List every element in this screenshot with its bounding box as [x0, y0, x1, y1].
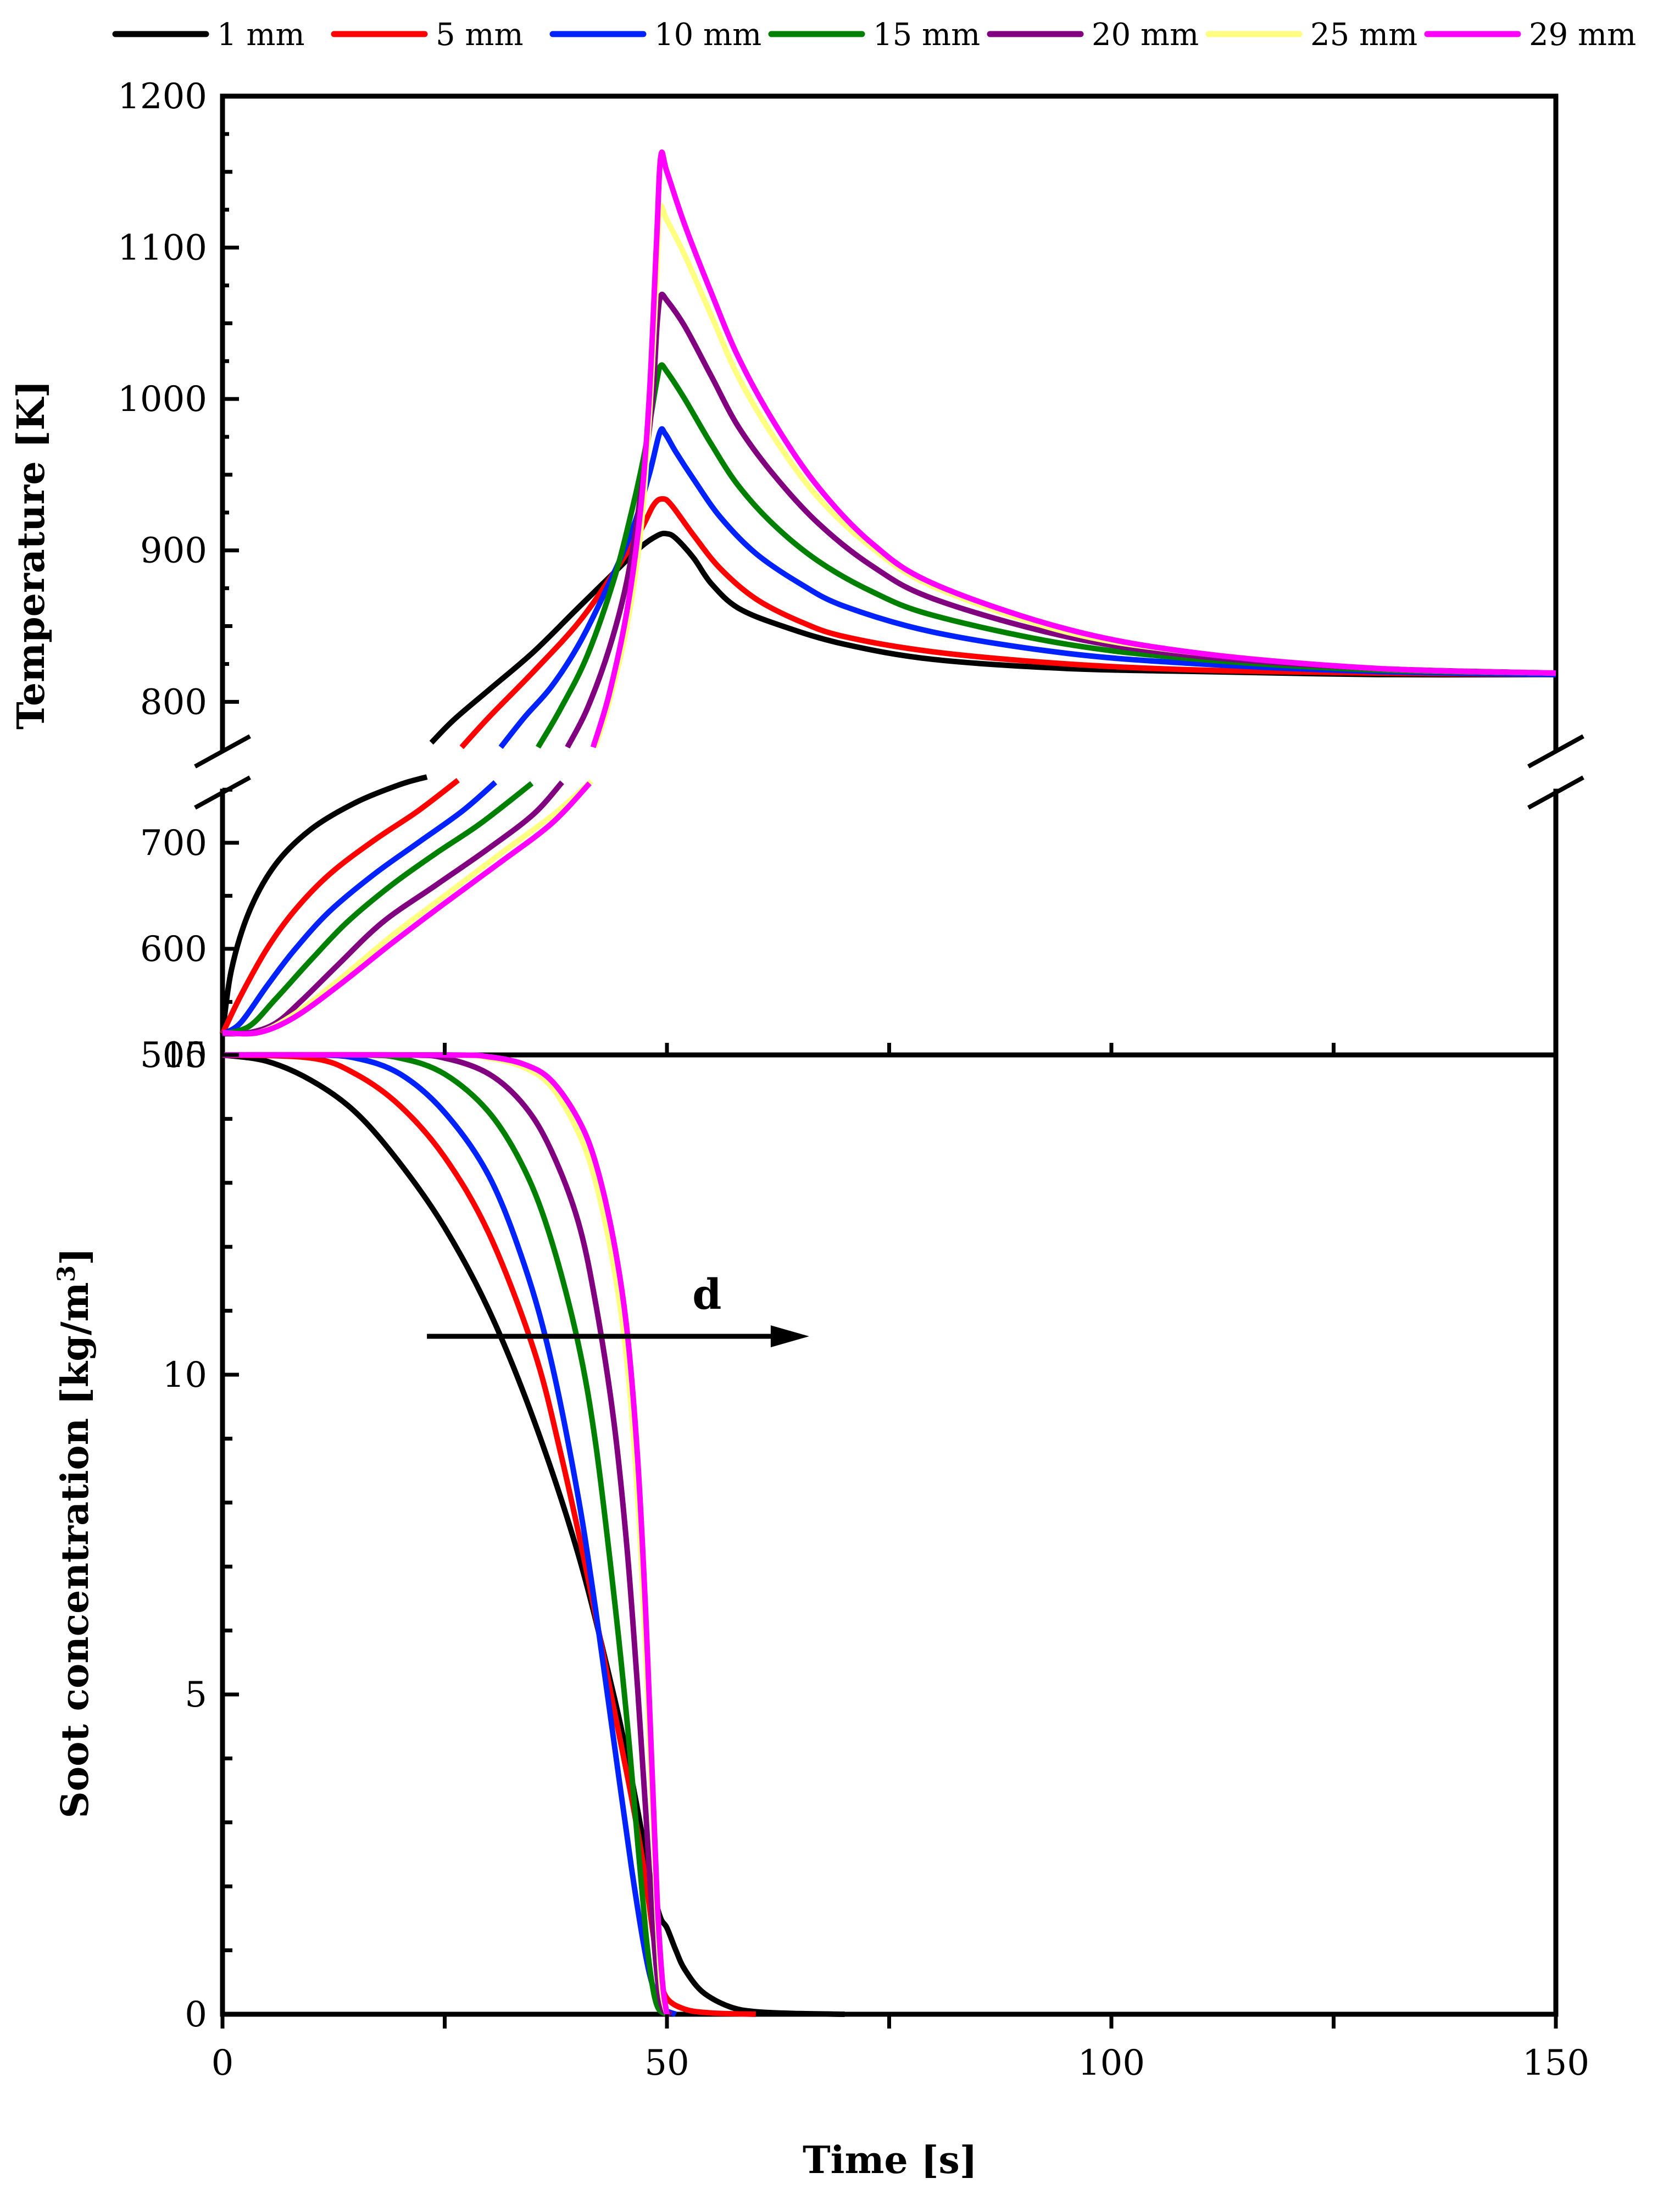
legend-label: 29 mm — [1529, 17, 1636, 53]
soot-curves — [222, 1052, 845, 2017]
legend-label: 1 mm — [217, 17, 305, 53]
legend-label: 25 mm — [1310, 17, 1417, 53]
temperature-series-10-mm-upper — [498, 426, 1556, 749]
soot-tick-label: 10 — [163, 1355, 207, 1396]
soot-series-1-mm — [222, 1052, 845, 2017]
legend: 1 mm 5 mm 10 mm 15 mm 20 mm 25 mm 29 mm — [112, 17, 1636, 53]
soot-axis-title-sup: 3 — [53, 1265, 81, 1282]
temperature-tick-label: 600 — [140, 929, 207, 970]
temperature-tick-label: 1200 — [118, 76, 207, 117]
x-tick-label: 50 — [644, 2043, 689, 2083]
temperature-tick-label: 1100 — [118, 228, 207, 269]
soot-series-29-mm — [222, 1052, 670, 2015]
temperature-series-29-mm-lower — [222, 781, 592, 1037]
temperature-curves — [220, 149, 1556, 1037]
soot-series-25-mm — [222, 1052, 670, 2015]
soot-tick-label: 15 — [163, 1035, 207, 1076]
temperature-series-20-mm-lower — [222, 780, 564, 1037]
left-axis-break-mark — [194, 734, 251, 769]
right-axis-break-mark — [1527, 775, 1584, 810]
left-axis-break-mark — [194, 775, 251, 810]
soot-series-15-mm — [222, 1052, 669, 2017]
soot-tick-label: 0 — [185, 1994, 207, 2035]
temperature-series-15-mm-lower — [221, 781, 534, 1037]
soot-axis-title-close: ] — [53, 1248, 97, 1265]
temperature-tick-label: 800 — [140, 682, 207, 723]
right-axis-break-mark — [1527, 734, 1584, 769]
temperature-series-1-mm-upper — [429, 530, 1556, 745]
soot-tick-label: 5 — [185, 1675, 207, 1715]
annotation-label: d — [692, 1270, 721, 1319]
x-tick-label: 100 — [1078, 2043, 1145, 2083]
temperature-tick-label: 900 — [140, 531, 207, 571]
x-tick-label: 150 — [1522, 2043, 1589, 2083]
soot-series-10-mm — [222, 1052, 677, 2017]
temperature-series-5-mm-upper — [459, 496, 1556, 749]
x-tick-label: 0 — [212, 2043, 234, 2083]
soot-series-5-mm — [222, 1052, 756, 2017]
temperature-series-1-mm-lower — [220, 774, 428, 1035]
soot-series-20-mm — [222, 1052, 673, 2017]
soot-axis-title: Soot concentration [kg/m3] — [53, 1248, 97, 1819]
annotation: d — [427, 1270, 809, 1348]
temperature-tick-label: 700 — [140, 823, 207, 864]
legend-label: 15 mm — [873, 17, 980, 53]
temperature-tick-label: 1000 — [118, 379, 207, 420]
temperature-tick-label: 500 — [140, 1035, 207, 1076]
legend-label: 10 mm — [654, 17, 761, 53]
temperature-series-20-mm-upper — [565, 291, 1556, 749]
temperature-series-29-mm-upper — [590, 149, 1556, 748]
temperature-series-10-mm-lower — [221, 780, 497, 1036]
arrow-head — [770, 1325, 809, 1348]
legend-label: 20 mm — [1092, 17, 1199, 53]
temperature-series-5-mm-lower — [220, 777, 460, 1035]
temperature-series-15-mm-upper — [536, 362, 1556, 749]
soot-axis-title-main: Soot concentration [kg/m — [53, 1282, 97, 1818]
temperature-axis-title: Temperature [K] — [9, 380, 53, 730]
x-axis-title: Time [s] — [803, 2138, 977, 2182]
legend-label: 5 mm — [436, 17, 524, 53]
